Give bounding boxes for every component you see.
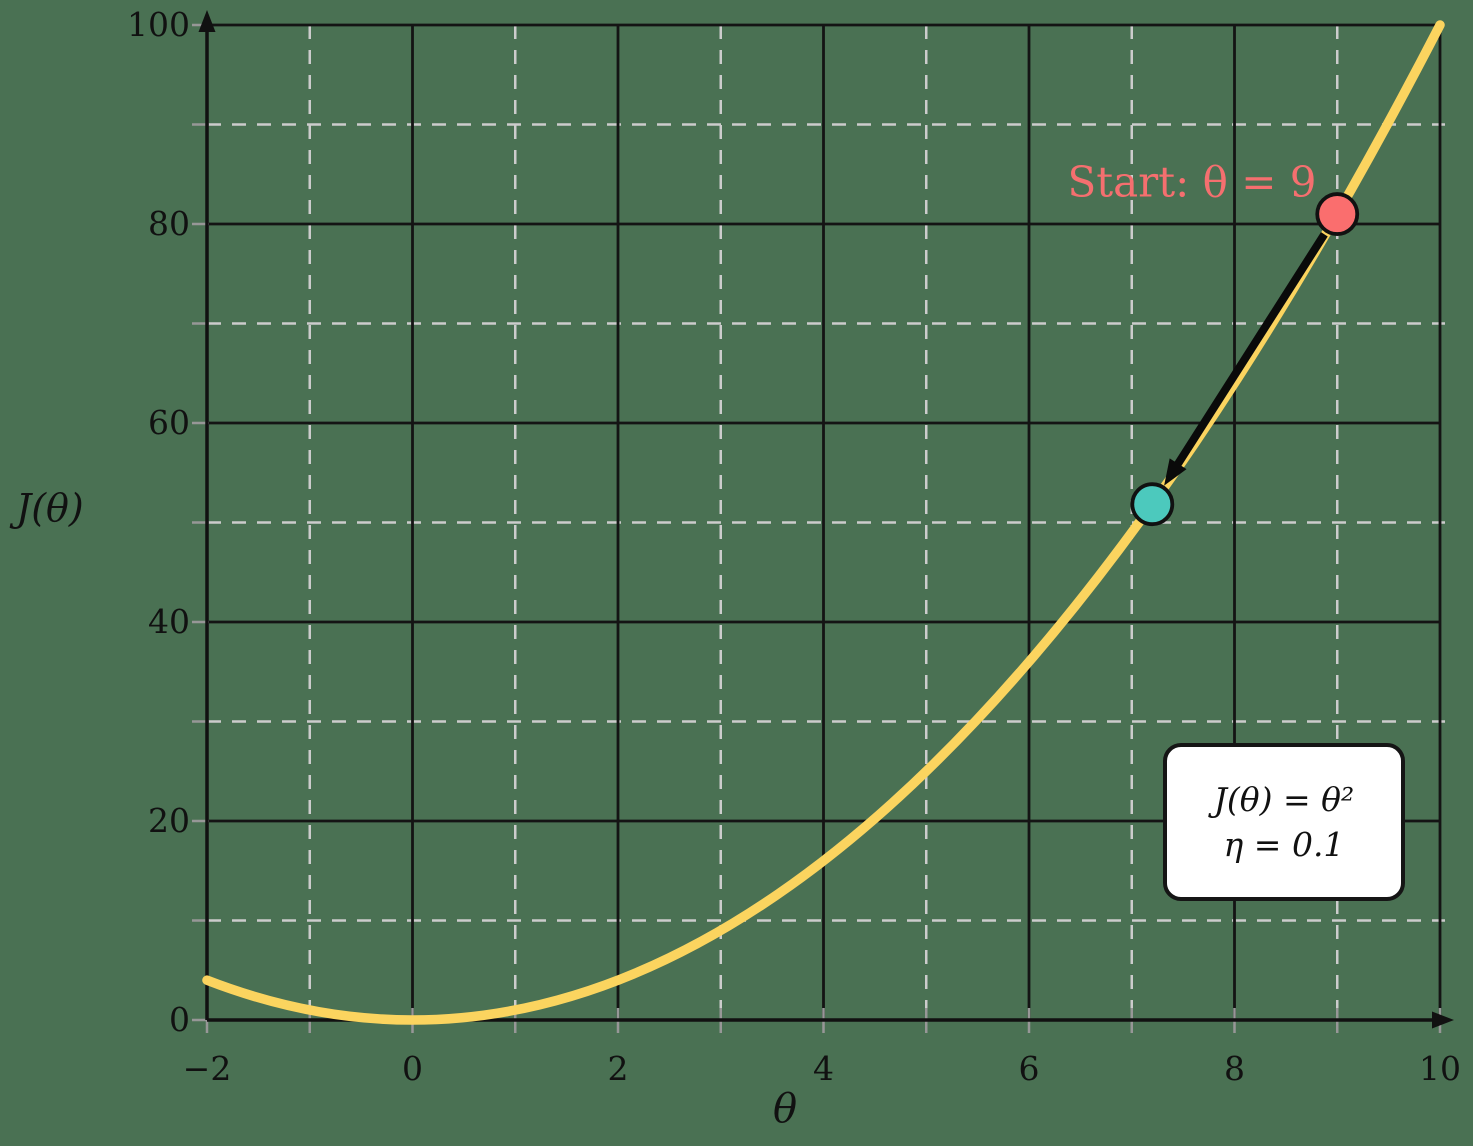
start-point-label: Start: θ = 9 [1067,157,1317,207]
gradient-step-arrow-shaft [1171,232,1328,471]
y-tick-label: 100 [127,5,190,44]
y-tick-label: 80 [148,204,190,243]
y-tick-label: 20 [148,801,190,840]
x-tick-label: 6 [1019,1049,1040,1088]
x-tick-label: 0 [402,1049,423,1088]
start-point [1315,192,1360,236]
x-axis-label: θ [772,1086,798,1132]
x-tick-label: 2 [608,1049,629,1088]
y-tick-label: 0 [169,1000,190,1039]
gradient-step-arrowhead [1164,458,1187,486]
cost-curve [202,20,1445,1025]
y-tick-label: 60 [148,403,190,442]
x-tick-label: 4 [813,1049,834,1088]
step-point [1130,482,1175,527]
x-axis-arrowhead [1432,1011,1454,1029]
y-axis-arrowhead [198,10,216,32]
formula-annotation-box: J(θ) = θ² η = 0.1 [1163,743,1405,901]
x-tick-label: 10 [1419,1049,1461,1088]
x-tick-label: −2 [183,1049,232,1088]
y-axis-label: J(θ) [16,486,84,530]
y-tick-label: 40 [148,602,190,641]
learning-rate-formula: η = 0.1 [1223,825,1345,864]
cost-function-formula: J(θ) = θ² [1213,780,1355,819]
x-tick-label: 8 [1224,1049,1245,1088]
